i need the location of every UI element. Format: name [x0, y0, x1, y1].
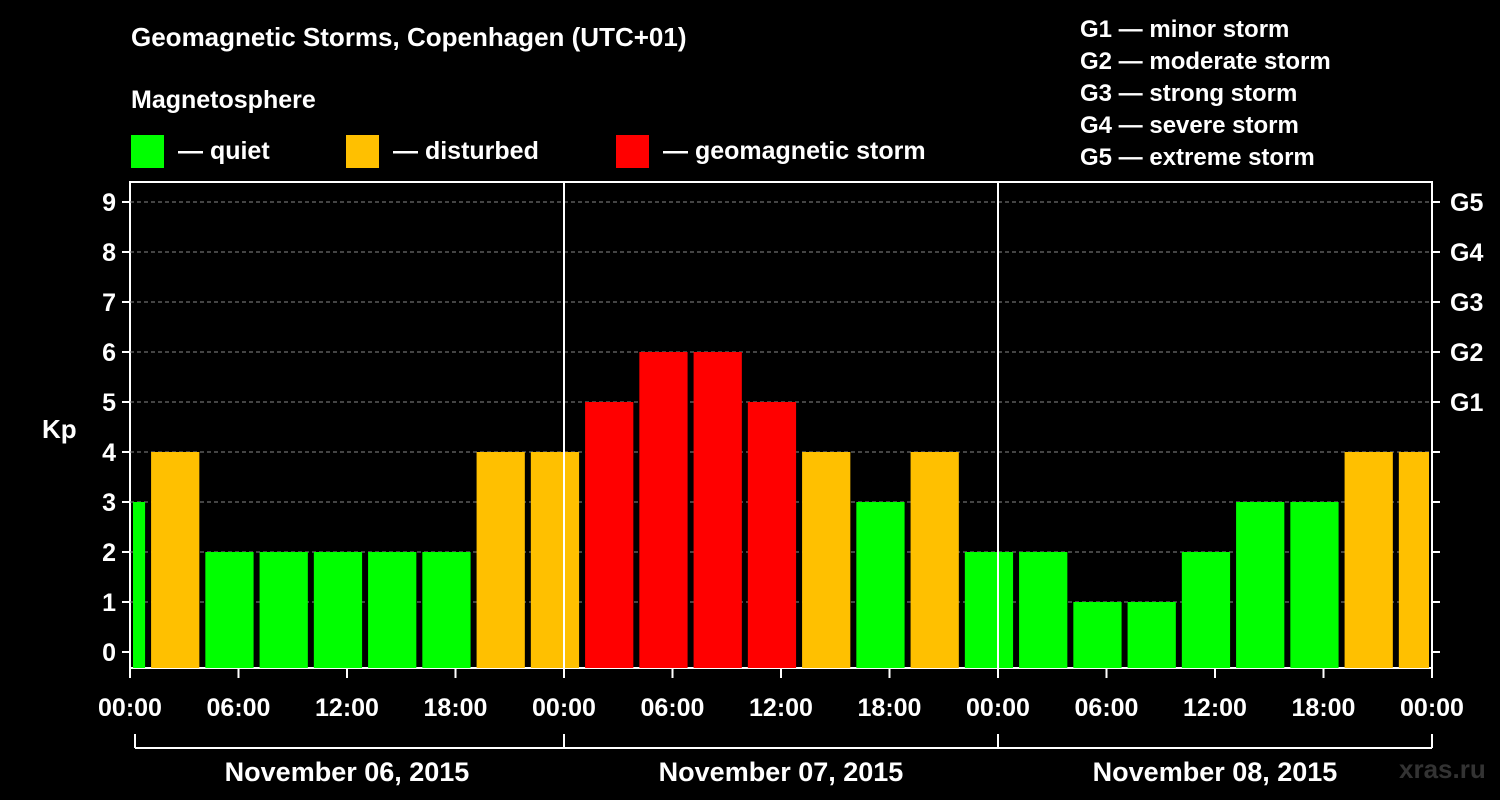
kp-bar — [368, 552, 417, 668]
x-tick-label: 06:00 — [641, 694, 705, 722]
legend-item-storm: — geomagnetic storm — [616, 134, 926, 168]
legend-label-disturbed: — disturbed — [393, 136, 539, 165]
kp-bar — [133, 502, 146, 668]
y-tick-label: 0 — [102, 639, 116, 667]
y-tick-label: 1 — [102, 589, 116, 617]
right-tick-label: G3 — [1450, 289, 1483, 317]
day-label: November 06, 2015 — [225, 757, 470, 787]
chart-title: Geomagnetic Storms, Copenhagen (UTC+01) — [131, 22, 687, 52]
kp-bar — [693, 352, 742, 668]
x-tick-label: 18:00 — [424, 694, 488, 722]
kp-bar — [747, 402, 797, 668]
kp-bar — [1344, 452, 1393, 668]
x-tick-label: 12:00 — [315, 694, 379, 722]
right-tick-label: G1 — [1450, 389, 1483, 417]
x-tick-label: 06:00 — [207, 694, 271, 722]
x-tick-label: 18:00 — [1292, 694, 1356, 722]
kp-bar — [151, 452, 200, 668]
kp-bar — [259, 552, 308, 668]
storm-level-legend: G1 — minor storm G2 — moderate storm G3 … — [1080, 14, 1331, 174]
storm-level-g1: G1 — minor storm — [1080, 16, 1290, 43]
storm-level-g4: G4 — severe storm — [1080, 112, 1299, 139]
legend-swatch-storm — [616, 134, 649, 168]
right-tick-label: G4 — [1450, 239, 1483, 267]
legend-swatch-quiet — [131, 134, 164, 168]
kp-bar — [1073, 602, 1122, 668]
kp-bar — [422, 552, 471, 668]
kp-bar — [530, 452, 580, 668]
legend-item-disturbed: — disturbed — [346, 134, 539, 168]
x-tick-label: 00:00 — [532, 694, 596, 722]
storm-level-g3: G3 — strong storm — [1080, 80, 1298, 107]
y-tick-label: 8 — [102, 239, 116, 267]
y-tick-label: 5 — [102, 389, 116, 417]
x-tick-label: 00:00 — [966, 694, 1030, 722]
y-tick-label: 7 — [102, 289, 116, 317]
x-tick-label: 12:00 — [1183, 694, 1247, 722]
right-tick-label: G5 — [1450, 189, 1483, 217]
kp-bar — [639, 352, 688, 668]
x-tick-label: 00:00 — [98, 694, 162, 722]
kp-bar — [1019, 552, 1068, 668]
kp-bar — [1127, 602, 1176, 668]
kp-bar — [1181, 552, 1231, 668]
kp-bar — [910, 452, 959, 668]
kp-bar — [585, 402, 634, 668]
y-tick-label: 9 — [102, 189, 116, 217]
legend-swatch-disturbed — [346, 134, 379, 168]
day-label: November 08, 2015 — [1093, 757, 1338, 787]
chart-subtitle: Magnetosphere — [131, 86, 316, 114]
y-tick-label: 3 — [102, 489, 116, 517]
x-tick-label: 06:00 — [1075, 694, 1139, 722]
x-tick-label: 12:00 — [749, 694, 813, 722]
y-axis-label: Kp — [42, 414, 77, 444]
kp-bar — [313, 552, 363, 668]
legend-label-quiet: — quiet — [178, 136, 270, 165]
y-tick-label: 4 — [102, 439, 116, 467]
kp-bar — [964, 552, 1014, 668]
kp-bar — [1236, 502, 1285, 668]
y-tick-label: 6 — [102, 339, 116, 367]
kp-bar — [205, 552, 254, 668]
kp-bar — [856, 502, 905, 668]
storm-level-g2: G2 — moderate storm — [1080, 48, 1331, 75]
kp-bar — [1398, 452, 1429, 668]
day-label: November 07, 2015 — [659, 757, 904, 787]
watermark: xras.ru — [1399, 754, 1486, 784]
x-tick-label: 18:00 — [858, 694, 922, 722]
kp-bar — [476, 452, 525, 668]
storm-level-g5: G5 — extreme storm — [1080, 144, 1315, 171]
kp-bar — [1290, 502, 1339, 668]
legend-item-quiet: — quiet — [131, 134, 270, 168]
legend-label-storm: — geomagnetic storm — [663, 136, 926, 165]
y-tick-label: 2 — [102, 539, 116, 567]
kp-bar — [802, 452, 851, 668]
x-tick-label: 00:00 — [1400, 694, 1464, 722]
right-tick-label: G2 — [1450, 339, 1483, 367]
